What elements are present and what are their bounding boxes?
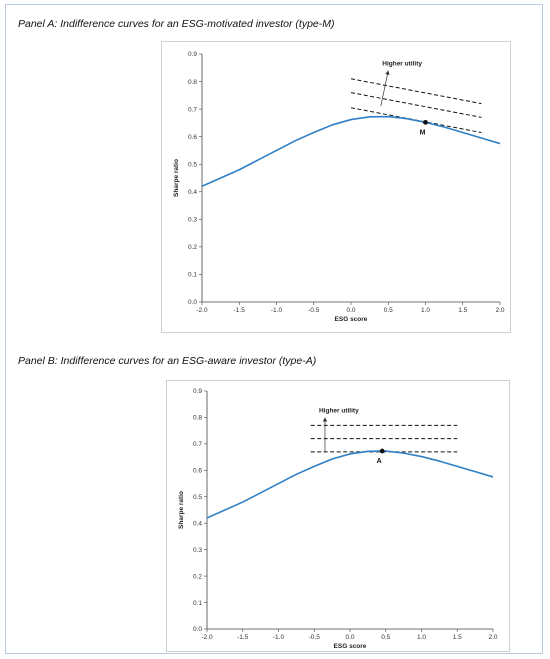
chart-1-point-label: A — [377, 458, 382, 465]
chart-1-x-axis-title: ESG score — [334, 643, 367, 650]
chart-1-sharpe-curve — [206, 450, 494, 519]
chart-0-y-axis-title: Sharpe ratio — [173, 159, 180, 197]
chart-0-xtick-label: 0.5 — [384, 307, 393, 314]
figure-frame: Panel A: Indifference curves for an ESG-… — [5, 4, 543, 654]
chart-0-ytick-label: 0.1 — [188, 272, 197, 279]
chart-1-higher-utility-label: Higher utility — [319, 407, 359, 414]
chart-1-ytick-label: 0.5 — [193, 494, 202, 501]
chart-0-xtick-label: -2.0 — [196, 307, 208, 314]
panel-b-plot: 0.0 0.1 0.2 0.3 0.4 0.5 0.6 0.7 0.8 0.9 -2.0 -1.5 -1… — [178, 388, 498, 650]
chart-0-point-label: M — [420, 129, 426, 136]
panel-b-chart: 0.0 0.1 0.2 0.3 0.4 0.5 0.6 0.7 0.8 0.9 -2.0 -1.5 -1… — [166, 380, 510, 652]
chart-0-xtick-label: -1.0 — [271, 307, 283, 314]
chart-1-ytick-label: 0.0 — [193, 626, 202, 633]
panel-b-title: Panel B: Indifference curves for an ESG-… — [18, 355, 317, 367]
chart-0-xtick-label: 1.0 — [421, 307, 430, 314]
chart-0-sharpe-curve — [201, 115, 501, 188]
panel-a-plot: 0.0 0.1 0.2 0.3 0.4 0.5 0.6 0.7 0.8 0.9 -2.0 -1.5 -1… — [173, 51, 505, 323]
chart-0-ytick-label: 0.9 — [188, 51, 197, 58]
chart-0-ytick-label: 0.4 — [188, 189, 197, 196]
chart-1-ytick-label: 0.8 — [193, 415, 202, 422]
chart-1-xtick-label: 1.5 — [453, 634, 462, 641]
chart-0-utility-arrow — [380, 70, 389, 107]
chart-1-utility-arrowhead — [322, 417, 328, 422]
chart-1-xtick-label: 1.0 — [417, 634, 426, 641]
chart-1-ytick-label: 0.3 — [193, 547, 202, 554]
chart-0-xtick-label: -0.5 — [308, 307, 320, 314]
chart-0-indifference-line — [350, 92, 482, 118]
chart-1-tangency-point — [379, 448, 385, 454]
chart-0-ytick-label: 0.8 — [188, 79, 197, 86]
chart-0-ytick-label: 0.6 — [188, 134, 197, 141]
chart-0-xtick-label: 0.0 — [346, 307, 355, 314]
chart-0-ytick-label: 0.3 — [188, 217, 197, 224]
chart-1-xtick-label: 0.5 — [381, 634, 390, 641]
chart-1-xtick-label: -0.5 — [309, 634, 321, 641]
chart-1-ytick-label: 0.1 — [193, 600, 202, 607]
chart-1-ytick-label: 0.2 — [193, 573, 202, 580]
chart-1-xtick-label: 2.0 — [488, 634, 497, 641]
chart-1-xtick-label: -1.0 — [273, 634, 285, 641]
chart-0-x-axis-title: ESG score — [335, 316, 368, 323]
chart-1-ytick-label: 0.4 — [193, 520, 202, 527]
panel-a-title: Panel A: Indifference curves for an ESG-… — [18, 18, 335, 30]
chart-0-xtick-label: 1.5 — [458, 307, 467, 314]
chart-1-y-axis-title: Sharpe ratio — [178, 491, 185, 529]
panel-a-chart: 0.0 0.1 0.2 0.3 0.4 0.5 0.6 0.7 0.8 0.9 -2.0 -1.5 -1… — [161, 41, 511, 333]
chart-0-indifference-line — [350, 78, 482, 105]
chart-1-xtick-label: -1.5 — [237, 634, 249, 641]
chart-0-ytick-label: 0.0 — [188, 299, 197, 306]
chart-1-ytick-label: 0.9 — [193, 388, 202, 395]
chart-1-ytick-label: 0.6 — [193, 468, 202, 475]
chart-0-ytick-label: 0.7 — [188, 106, 197, 113]
chart-1-xtick-label: -2.0 — [201, 634, 213, 641]
chart-0-xtick-label: 2.0 — [495, 307, 504, 314]
chart-0-xtick-label: -1.5 — [234, 307, 246, 314]
chart-0-higher-utility-label: Higher utility — [382, 61, 422, 68]
chart-0-tangency-point — [423, 119, 428, 125]
chart-0-utility-arrowhead — [385, 70, 390, 75]
chart-0-ytick-label: 0.2 — [188, 244, 197, 251]
chart-1-xtick-label: 0.0 — [345, 634, 354, 641]
chart-0-ytick-label: 0.5 — [188, 161, 197, 168]
chart-1-ytick-label: 0.7 — [193, 441, 202, 448]
